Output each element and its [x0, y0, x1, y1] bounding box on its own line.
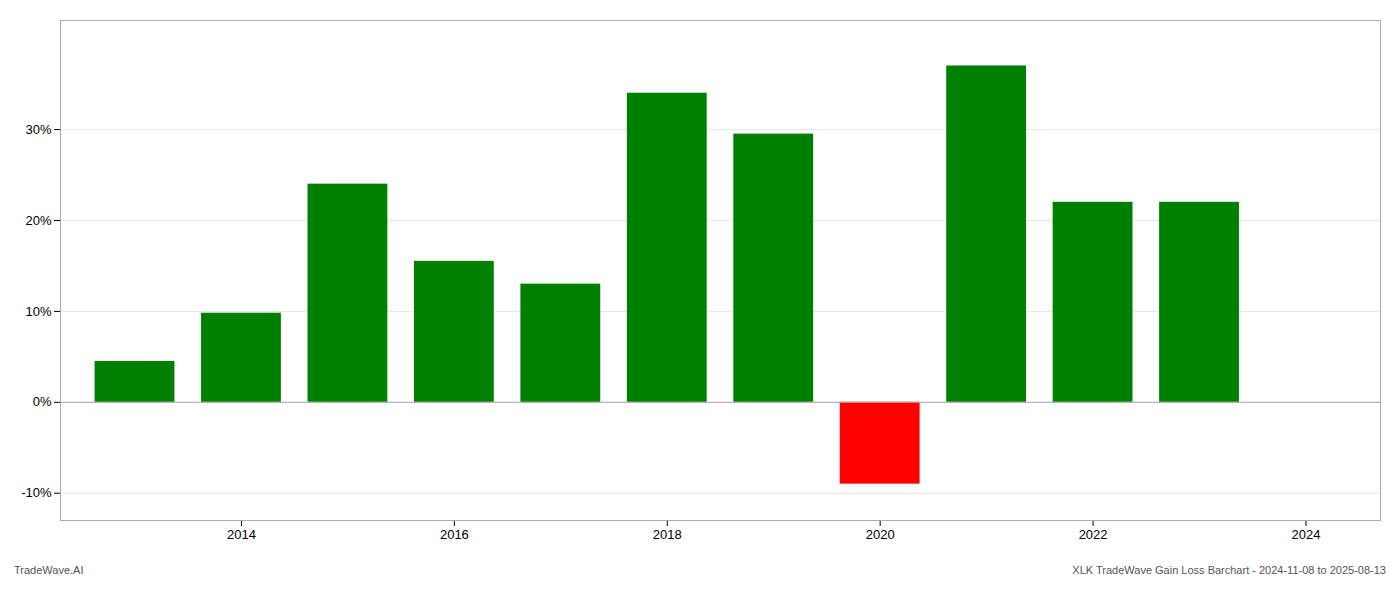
svg-text:2020: 2020	[866, 527, 895, 542]
svg-text:2024: 2024	[1292, 527, 1321, 542]
svg-text:30%: 30%	[25, 122, 51, 137]
html-text:XLK TradeWave Gain Loss Barcha: XLK TradeWave Gain Loss Barchart - 2024-…	[1072, 564, 1386, 576]
svg-text:2018: 2018	[653, 527, 682, 542]
svg-text:10%: 10%	[25, 304, 51, 319]
svg-text:20%: 20%	[25, 213, 51, 228]
html-text:TradeWave.AI: TradeWave.AI	[14, 564, 84, 576]
svg-text:0%: 0%	[33, 394, 52, 409]
svg-text:-10%: -10%	[21, 485, 52, 500]
svg-text:2016: 2016	[440, 527, 469, 542]
svg-text:2022: 2022	[1079, 527, 1108, 542]
svg-text:2014: 2014	[227, 527, 256, 542]
